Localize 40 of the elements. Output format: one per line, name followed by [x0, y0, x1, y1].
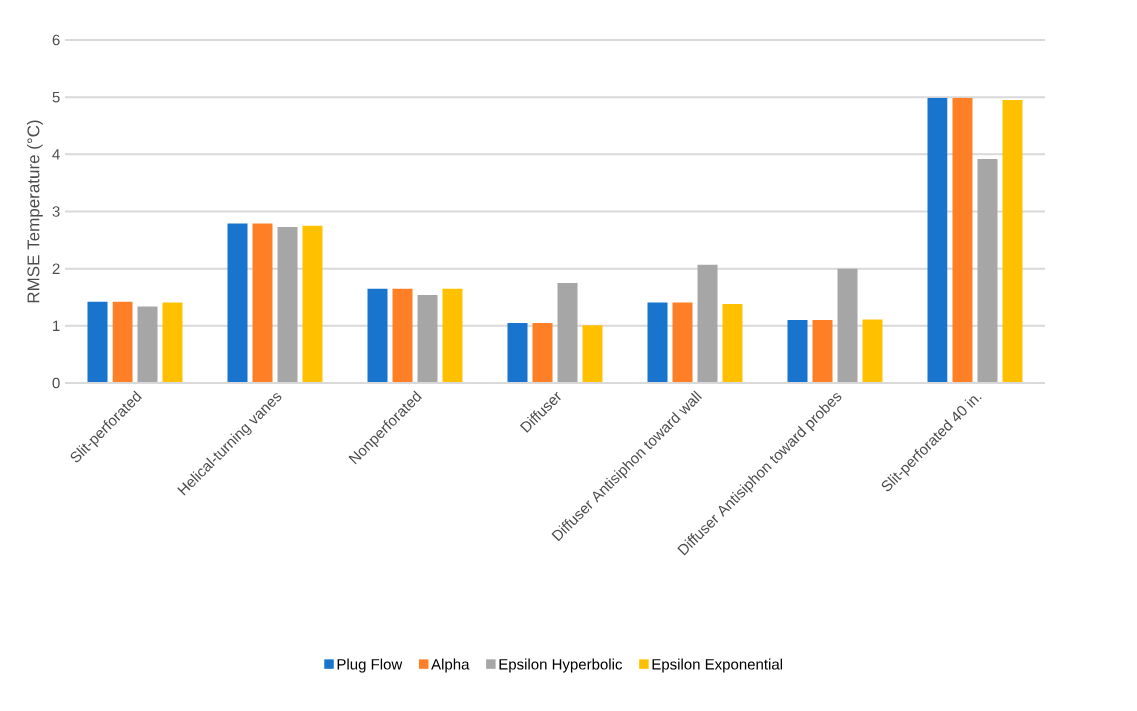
- bar: [112, 301, 133, 383]
- bar: [162, 302, 183, 383]
- bar: [837, 268, 858, 383]
- bar: [87, 301, 108, 383]
- bar: [442, 288, 463, 383]
- y-tick-label: 4: [52, 149, 60, 160]
- bar: [672, 302, 693, 383]
- bar: [277, 226, 298, 383]
- bar: [812, 320, 833, 383]
- legend-label: Epsilon Hyperbolic: [499, 658, 623, 673]
- bar: [952, 97, 973, 383]
- bar: [392, 288, 413, 383]
- bar: [787, 320, 808, 383]
- y-tick-label: 0: [52, 377, 60, 389]
- bar: [977, 158, 998, 383]
- y-tick-label: 5: [52, 91, 60, 103]
- legend-label: Epsilon Exponential: [652, 658, 783, 673]
- bar: [722, 304, 743, 383]
- bar: [927, 97, 948, 383]
- bar: [532, 322, 553, 383]
- bar: [862, 319, 883, 383]
- bar: [227, 223, 248, 383]
- bar: [1002, 100, 1023, 383]
- bar: [697, 264, 718, 383]
- bar: [367, 288, 388, 383]
- bar: [417, 294, 438, 383]
- bar: [557, 282, 578, 383]
- y-tick-label: 6: [52, 34, 60, 46]
- y-axis-title: RMSE Temperature (°C): [26, 120, 43, 303]
- bar: [302, 225, 323, 383]
- y-tick-label: 2: [52, 263, 60, 274]
- y-tick-label: 1: [53, 320, 60, 331]
- bar: [582, 325, 603, 383]
- bar: [252, 223, 273, 383]
- bar: [507, 322, 528, 383]
- legend-label: Plug Flow: [337, 658, 403, 673]
- bar: [137, 306, 158, 383]
- bar: [647, 302, 668, 383]
- legend-label: Alpha: [431, 658, 470, 673]
- y-tick-label: 3: [52, 206, 60, 217]
